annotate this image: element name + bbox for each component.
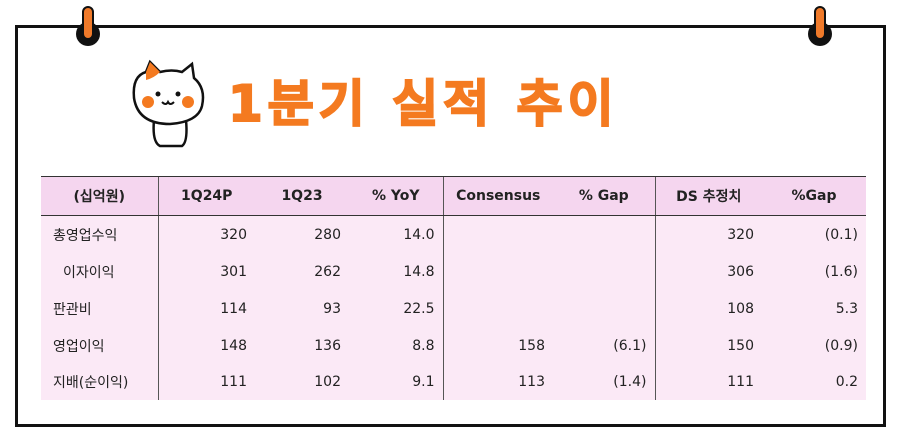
- cell: 320: [654, 215, 762, 253]
- header-ds-gap: %Gap: [762, 176, 866, 216]
- binder-ring-icon: [806, 6, 834, 46]
- header-1q24p: 1Q24P: [157, 176, 255, 216]
- cell: (6.1): [553, 327, 655, 364]
- cell: 9.1: [349, 364, 443, 400]
- cell: [553, 215, 655, 253]
- cell: 0.2: [762, 364, 866, 400]
- cell: 114: [157, 290, 255, 327]
- row-label: 판관비: [41, 290, 158, 327]
- cell: 150: [654, 327, 762, 364]
- cell: 111: [157, 364, 255, 400]
- cell: (0.1): [762, 215, 866, 253]
- header-gap: % Gap: [553, 176, 655, 216]
- cell: 148: [157, 327, 255, 364]
- table-row: 지배(순이익) 111 102 9.1 113 (1.4) 111 0.2: [41, 364, 866, 400]
- row-label: 지배(순이익): [41, 364, 158, 400]
- cell: [553, 253, 655, 290]
- cell: 108: [654, 290, 762, 327]
- cell: 5.3: [762, 290, 866, 327]
- cell: 93: [255, 290, 349, 327]
- cell: 320: [157, 215, 255, 253]
- cell: [442, 290, 553, 327]
- cell: 111: [654, 364, 762, 400]
- results-table: (십억원) 1Q24P 1Q23 % YoY Consensus % Gap D…: [41, 176, 866, 400]
- cell: [553, 290, 655, 327]
- cell: 262: [255, 253, 349, 290]
- cell: 158: [442, 327, 553, 364]
- table-row: 판관비 114 93 22.5 108 5.3: [41, 290, 866, 327]
- cell: 102: [255, 364, 349, 400]
- header-unit: (십억원): [41, 176, 158, 216]
- binder-ring-icon: [74, 6, 102, 46]
- row-label: 영업이익: [41, 327, 158, 364]
- cat-mascot-icon: [132, 59, 205, 148]
- table-row: 영업이익 148 136 8.8 158 (6.1) 150 (0.9): [41, 327, 866, 364]
- cell: (1.4): [553, 364, 655, 400]
- cell: [442, 253, 553, 290]
- cell: 301: [157, 253, 255, 290]
- cell: [442, 215, 553, 253]
- table-row: 총영업수익 320 280 14.0 320 (0.1): [41, 215, 866, 253]
- header-consensus: Consensus: [442, 176, 553, 216]
- cell: 280: [255, 215, 349, 253]
- cell: 8.8: [349, 327, 443, 364]
- header-yoy: % YoY: [349, 176, 443, 216]
- header-ds-estimate: DS 추정치: [654, 176, 762, 216]
- row-label: 이자이익: [41, 253, 158, 290]
- cell: 306: [654, 253, 762, 290]
- page-title: 1분기 실적 추이: [227, 74, 619, 134]
- table-header-row: (십억원) 1Q24P 1Q23 % YoY Consensus % Gap D…: [41, 176, 866, 216]
- cell: 14.0: [349, 215, 443, 253]
- table-row: 이자이익 301 262 14.8 306 (1.6): [41, 253, 866, 290]
- cell: 113: [442, 364, 553, 400]
- cell: (0.9): [762, 327, 866, 364]
- cell: 136: [255, 327, 349, 364]
- cell: 14.8: [349, 253, 443, 290]
- row-label: 총영업수익: [41, 215, 158, 253]
- header-1q23: 1Q23: [255, 176, 349, 216]
- cell: 22.5: [349, 290, 443, 327]
- cell: (1.6): [762, 253, 866, 290]
